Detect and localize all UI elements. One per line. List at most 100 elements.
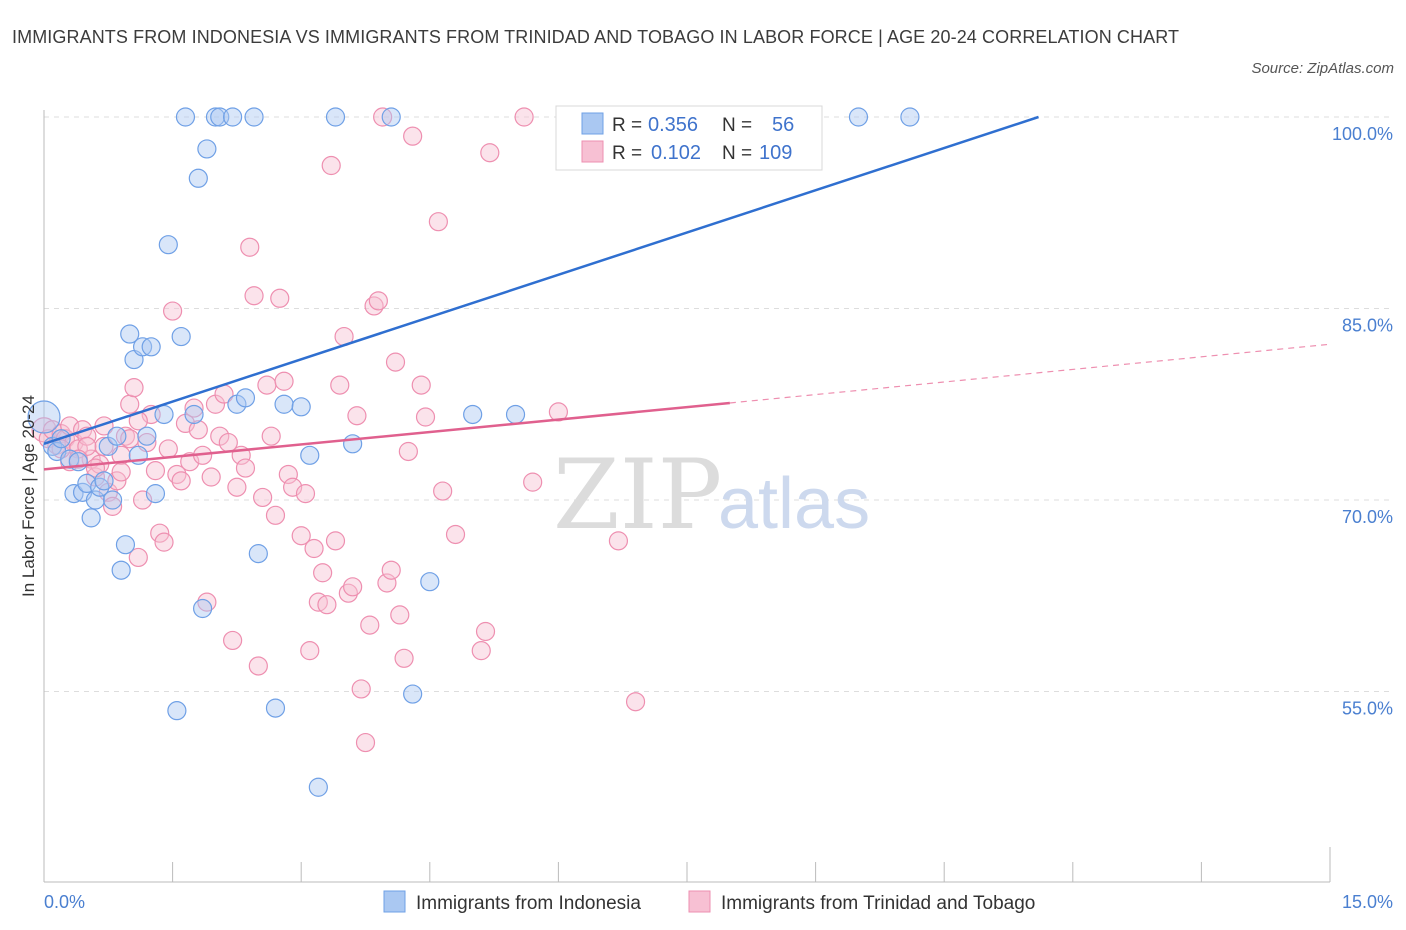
- trinidad-point-81: [385, 352, 406, 372]
- legend-r-label-1: R =: [612, 115, 642, 136]
- trinidad-point-59: [291, 526, 311, 546]
- trinidad-point-75: [360, 615, 380, 635]
- trinidad-point-49: [244, 286, 264, 306]
- indonesia-point-42: [274, 394, 294, 414]
- watermark: ZIP atlas: [553, 439, 870, 551]
- trinidad-point-45: [227, 477, 247, 497]
- trinidad-point-29: [158, 439, 178, 459]
- indonesia-point-48: [381, 107, 401, 127]
- indonesia-point-18: [120, 324, 140, 344]
- trinidad-point-94: [514, 107, 534, 127]
- trinidad-point-74: [355, 732, 376, 753]
- trinidad-point-28: [154, 532, 174, 552]
- axis-layer: [43, 110, 1331, 883]
- trinidad-point-89: [433, 481, 453, 501]
- indonesia-point-9: [81, 508, 101, 528]
- indonesia-point-15: [107, 426, 127, 446]
- y-tick-label-0: 55.0%: [1342, 699, 1393, 719]
- indonesia-point-16: [111, 560, 131, 580]
- indonesia-point-45: [308, 777, 328, 797]
- x-tick-max: 15.0%: [1342, 892, 1393, 912]
- indonesia-point-25: [154, 404, 174, 425]
- trinidad-point-96: [548, 402, 569, 422]
- indonesia-points: [27, 107, 920, 797]
- indonesia-point-24: [145, 484, 166, 504]
- trinidad-point-53: [261, 426, 281, 446]
- x-tick-min: 0.0%: [44, 892, 85, 912]
- trinidad-points: [31, 107, 646, 753]
- trinidad-trend-line: [43, 401, 730, 471]
- indonesia-point-17: [115, 535, 136, 555]
- trinidad-point-22: [128, 547, 148, 568]
- indonesia-point-10: [85, 490, 106, 510]
- trinidad-point-27: [150, 523, 170, 543]
- trinidad-point-82: [390, 605, 410, 625]
- indonesia-point-47: [343, 434, 363, 454]
- trinidad-point-93: [480, 143, 500, 163]
- legend-box: R = 0.356 N = 56 R = 0.102 N = 109: [555, 105, 823, 171]
- indonesia-point-41: [265, 698, 286, 718]
- indonesia-point-36: [223, 107, 243, 127]
- bottom-legend: Immigrants from Indonesia Immigrants fro…: [383, 890, 1035, 914]
- trinidad-point-57: [278, 464, 298, 485]
- indonesia-point-30: [184, 404, 204, 425]
- y-tick-labels: 55.0% 70.0% 85.0% 100.0%: [1332, 124, 1393, 719]
- trinidad-point-60: [295, 484, 316, 504]
- trinidad-point-88: [428, 212, 448, 232]
- trinidad-point-92: [475, 621, 496, 642]
- indonesia-point-51: [463, 404, 483, 425]
- trinidad-point-44: [223, 630, 243, 651]
- indonesia-point-23: [141, 337, 161, 357]
- trinidad-point-86: [411, 375, 431, 395]
- trinidad-point-103: [111, 462, 131, 482]
- trinidad-point-26: [145, 461, 166, 481]
- indonesia-point-46: [325, 107, 346, 127]
- indonesia-point-14: [102, 490, 123, 510]
- indonesia-point-40: [248, 544, 268, 564]
- trinidad-point-98: [608, 531, 629, 551]
- bottom-legend-trinidad: Immigrants from Trinidad and Tobago: [721, 893, 1035, 914]
- indonesia-point-55: [900, 107, 920, 127]
- trinidad-point-64: [313, 563, 333, 583]
- trinidad-point-68: [330, 375, 350, 395]
- trinidad-point-73: [351, 679, 371, 699]
- trinidad-point-80: [381, 560, 401, 580]
- y-tick-label-1: 70.0%: [1342, 507, 1393, 527]
- trinidad-point-35: [184, 398, 204, 418]
- source-label: Source: ZipAtlas.com: [1251, 60, 1394, 77]
- indonesia-point-49: [403, 684, 423, 704]
- trinidad-point-91: [471, 641, 491, 661]
- indonesia-point-38: [235, 388, 256, 408]
- trinidad-point-20: [120, 394, 140, 414]
- indonesia-point-44: [300, 445, 320, 465]
- trinidad-point-21: [124, 378, 144, 398]
- trinidad-point-36: [188, 420, 208, 440]
- indonesia-point-33: [197, 139, 217, 159]
- indonesia-point-54: [848, 107, 869, 127]
- indonesia-point-27: [167, 701, 187, 721]
- y-tick-label-3: 100.0%: [1332, 124, 1393, 144]
- trinidad-point-90: [445, 524, 466, 545]
- trinidad-point-51: [253, 487, 273, 508]
- indonesia-point-43: [291, 397, 311, 417]
- trinidad-point-72: [347, 406, 367, 426]
- y-tick-label-2: 85.0%: [1342, 316, 1393, 336]
- trinidad-trend-extension: [729, 343, 1331, 404]
- trinidad-point-50: [248, 656, 268, 676]
- trinidad-point-54: [265, 505, 286, 525]
- legend-r-label-2: R =: [612, 143, 642, 164]
- indonesia-point-28: [171, 326, 191, 347]
- grid-layer: [44, 116, 1392, 692]
- trinidad-point-95: [523, 472, 543, 492]
- trinidad-point-39: [201, 467, 221, 487]
- trinidad-point-66: [321, 155, 341, 176]
- y-axis-title: In Labor Force | Age 20-24: [19, 395, 38, 597]
- trinidad-point-14: [94, 436, 114, 456]
- trinidad-point-84: [398, 441, 418, 462]
- trinidad-point-61: [300, 641, 320, 661]
- legend-r-value-1: 0.356: [648, 114, 698, 136]
- trinidad-point-85: [403, 126, 423, 146]
- trend-lines: [43, 115, 1331, 471]
- trinidad-point-87: [415, 407, 436, 427]
